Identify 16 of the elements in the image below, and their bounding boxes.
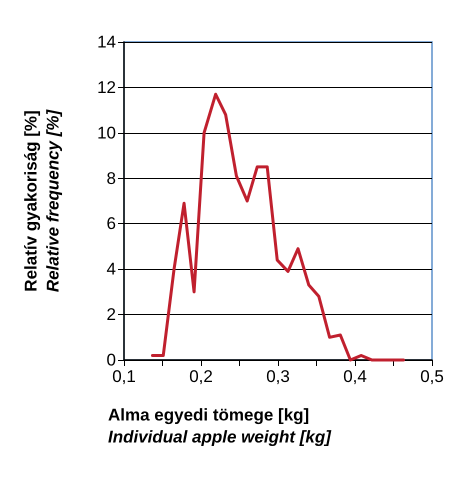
y-tick-label: 8	[106, 168, 116, 188]
x-tick-label: 0,5	[420, 367, 444, 386]
x-tick-label: 0,2	[189, 367, 213, 386]
x-tick-label: 0,4	[343, 367, 367, 386]
y-tick-label: 2	[106, 305, 116, 324]
y-axis-title: Relatív gyakoriság [%] Relative frequency [%]	[22, 108, 62, 292]
y-tick-label: 6	[106, 214, 116, 234]
x-tick-label: 0,1	[112, 367, 136, 386]
y-tick-label: 10	[97, 123, 116, 142]
y-tick-label: 14	[97, 32, 116, 52]
y-tick-label: 0	[106, 350, 116, 370]
y-tick-label: 12	[97, 78, 116, 97]
y-tick-label: 4	[106, 260, 116, 279]
x-axis-title: Alma egyedi tömege [kg] Individual apple weight [kg]	[108, 406, 332, 446]
line-series	[150, 92, 406, 362]
x-tick-label: 0,3	[266, 367, 290, 386]
